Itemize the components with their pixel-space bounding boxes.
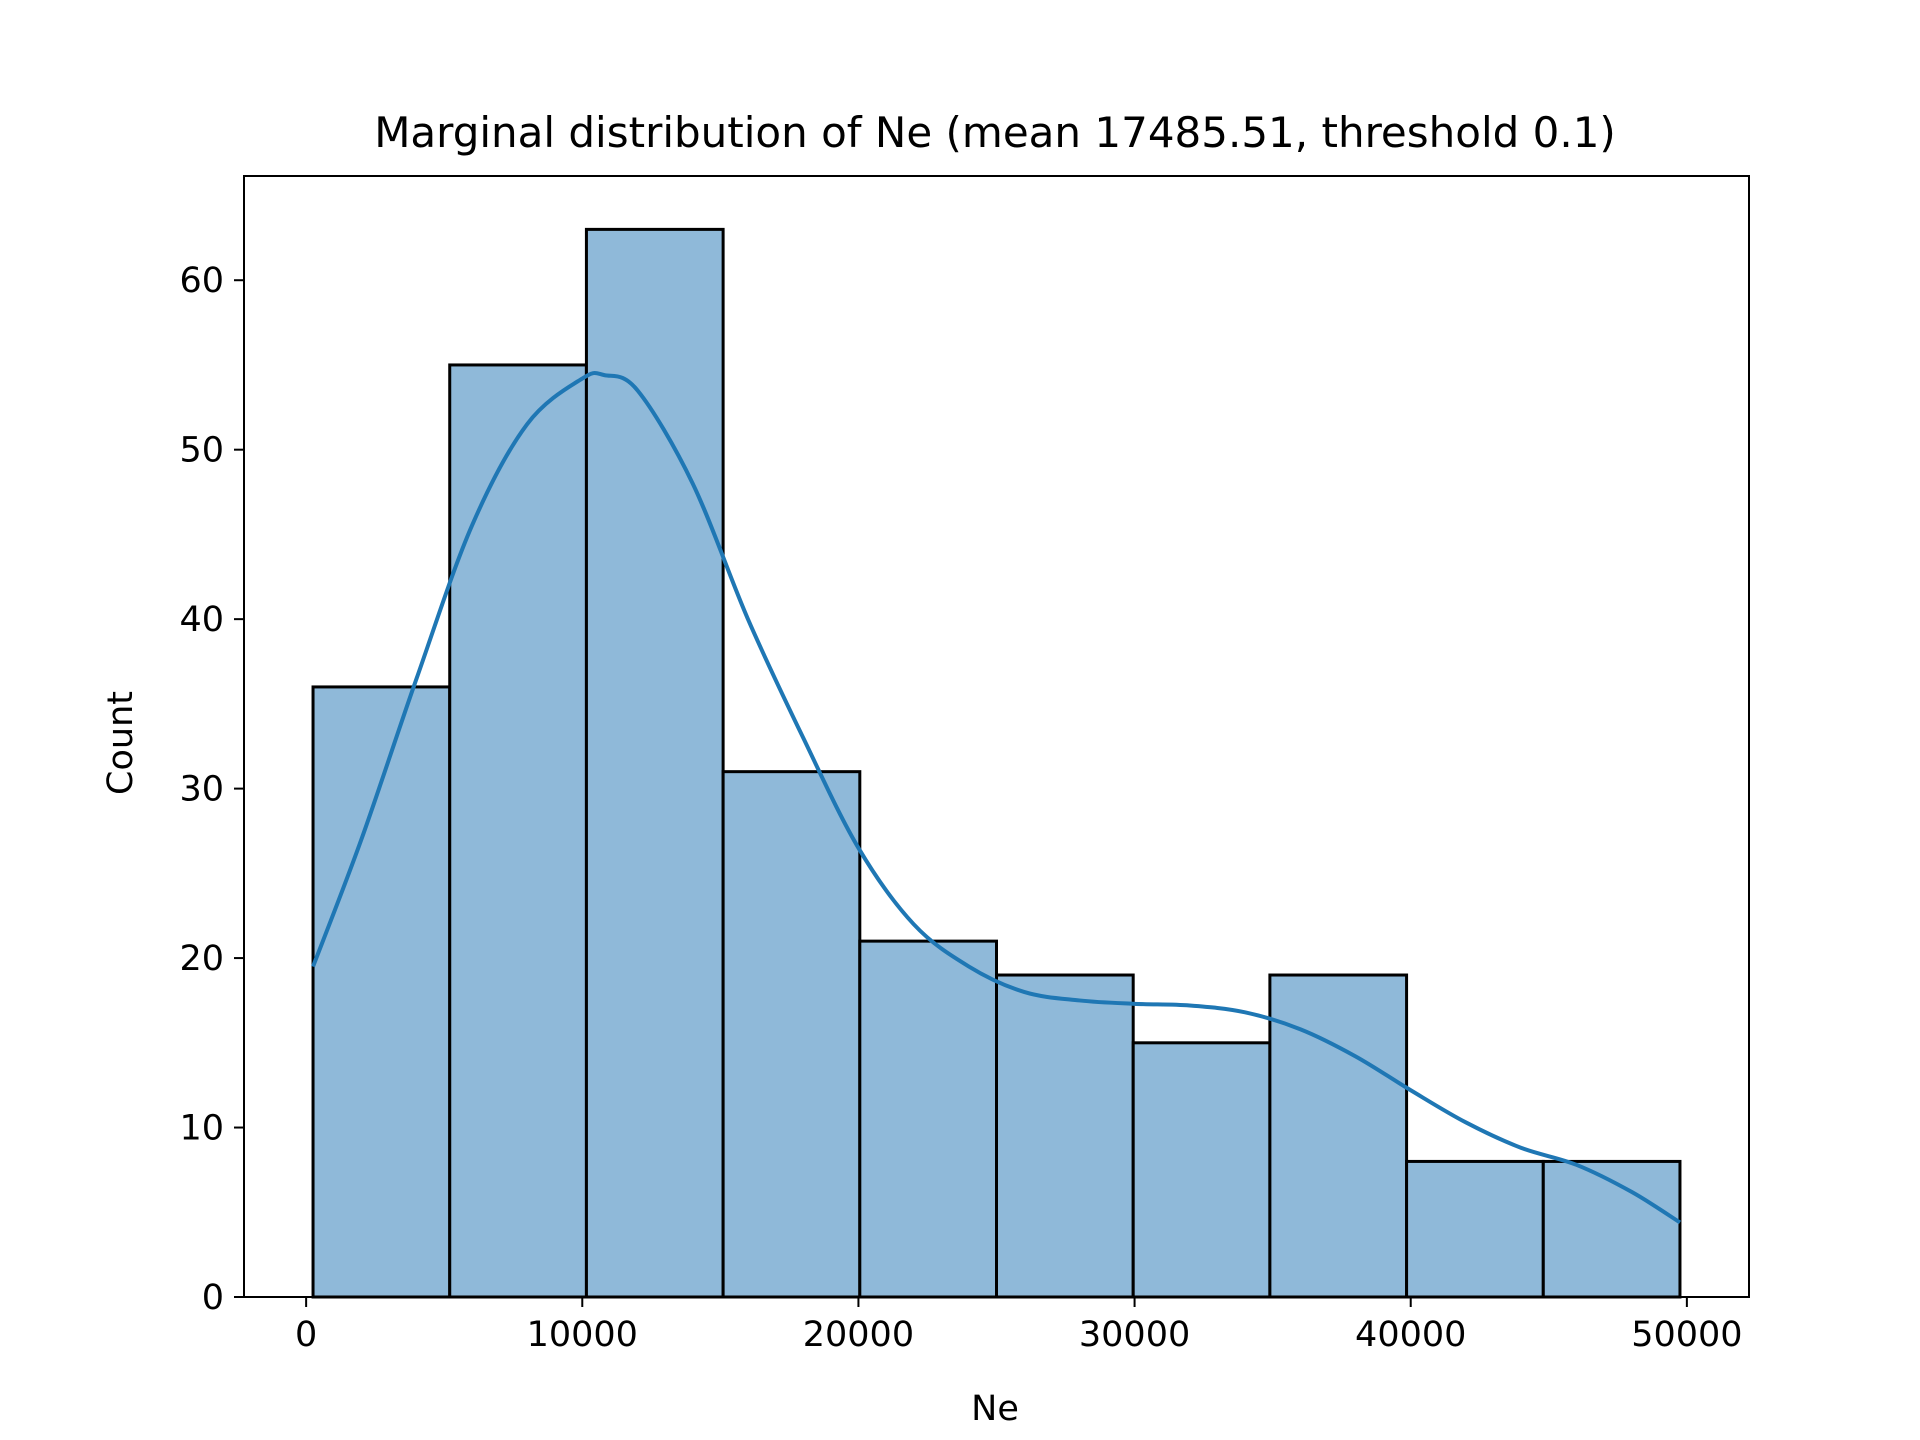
chart-title: Marginal distribution of Ne (mean 17485.… [374,108,1616,157]
y-tick-label: 0 [202,1278,224,1318]
x-axis-label: Ne [971,1389,1019,1429]
y-tick-label: 50 [179,431,224,471]
plot-frame [243,175,1750,1298]
kde-curve [311,371,1682,1225]
y-tick-label: 20 [179,939,224,979]
histogram-bar-2 [448,363,588,1299]
x-tick-label: 40000 [1355,1315,1466,1355]
x-tick-label: 0 [295,1315,317,1355]
histogram-bar-5 [858,939,998,1299]
histogram-bar-8 [1268,973,1409,1299]
x-axis-ticks: 0 10000 20000 30000 40000 50000 [295,1297,1743,1355]
histogram-bar-10 [1541,1159,1682,1299]
x-tick-label: 30000 [1079,1315,1190,1355]
histogram-bar-4 [721,770,862,1299]
y-tick-label: 30 [179,770,224,810]
histogram-bar-9 [1405,1159,1545,1299]
histogram-bar-6 [995,973,1135,1299]
histogram-bar-7 [1131,1041,1272,1299]
y-axis-label: Count [101,691,141,795]
bars-group [311,227,1682,1299]
y-tick-label: 60 [179,261,224,301]
histogram-bar-3 [584,227,725,1299]
y-tick-label: 40 [179,600,224,640]
histogram-bar-1 [311,685,452,1299]
x-tick-label: 50000 [1631,1315,1742,1355]
x-tick-label: 10000 [527,1315,638,1355]
y-axis-ticks: 0 10 20 30 40 50 60 [179,261,244,1318]
x-tick-label: 20000 [803,1315,914,1355]
y-tick-label: 10 [179,1109,224,1149]
